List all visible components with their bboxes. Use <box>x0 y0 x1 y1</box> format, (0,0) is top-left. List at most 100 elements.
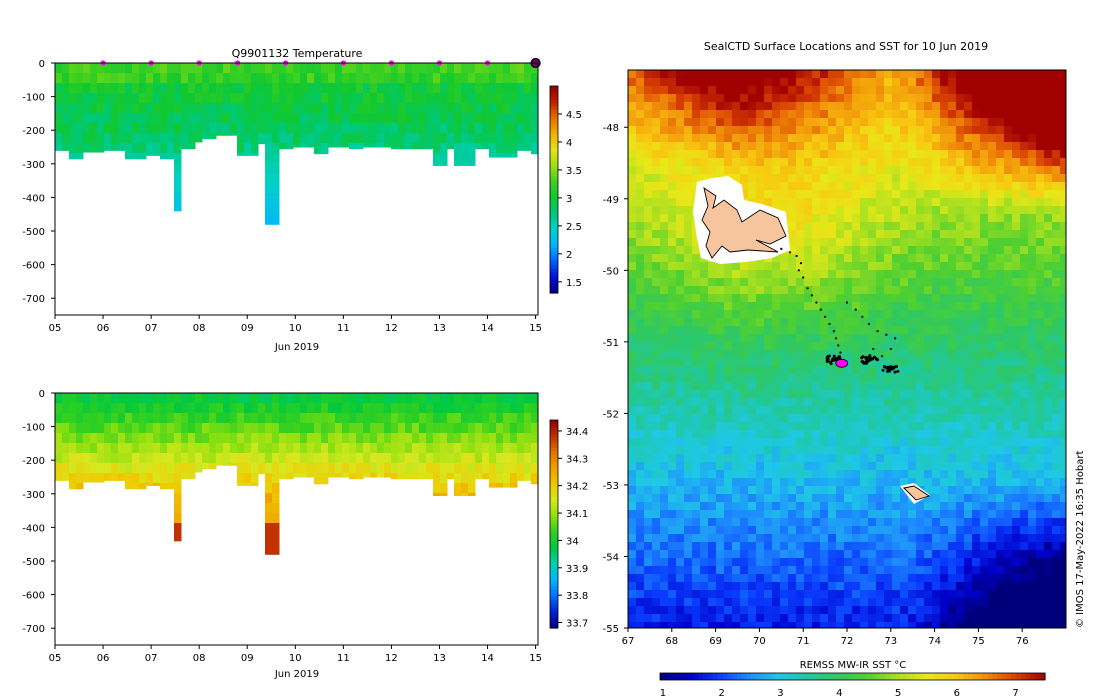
track-point <box>894 337 897 340</box>
track-point <box>834 337 838 340</box>
lon-tick-label: 68 <box>665 636 678 647</box>
colorbar-tick-label: 33.7 <box>566 619 588 630</box>
track-point <box>893 370 897 374</box>
map-lat-ticks: -48 -49 -50 -51 -52 -53 -54 -55 <box>603 123 628 635</box>
x-tick-label: 06 <box>97 323 110 334</box>
sst-tick-label: 2 <box>719 688 725 699</box>
lon-tick-label: 75 <box>972 636 985 647</box>
salinity-x-label: Jun 2019 <box>274 669 319 680</box>
temperature-colorbar-ticks: 4.5 4 3.5 3 2.5 2 1.5 <box>558 110 582 289</box>
x-tick-label: 09 <box>241 323 254 334</box>
temperature-colorbar <box>549 85 559 294</box>
y-tick-label: -700 <box>22 294 45 305</box>
temperature-chart: Q9901132 Temperature 05 06 07 08 09 10 11 12 13 1… <box>22 47 582 353</box>
lat-tick-label: -51 <box>603 338 619 349</box>
lat-tick-label: -55 <box>603 624 619 635</box>
x-tick-label: 07 <box>145 323 158 334</box>
y-tick-label: -300 <box>22 160 45 171</box>
colorbar-tick-label: 33.8 <box>566 591 588 602</box>
sst-tick-label: 7 <box>1012 688 1018 699</box>
salinity-x-ticks: 05 06 07 08 09 10 11 12 13 14 15 <box>49 645 542 664</box>
track-point <box>867 322 871 326</box>
track-point <box>788 251 792 254</box>
sst-colorbar-ticks: 1 2 3 4 5 6 7 <box>660 688 1019 699</box>
y-tick-label: -300 <box>22 490 45 501</box>
x-tick-label: 15 <box>529 653 542 664</box>
x-tick-label: 14 <box>481 323 494 334</box>
latest-seal-position <box>835 358 849 368</box>
y-tick-label: -400 <box>22 193 45 204</box>
lon-tick-label: 74 <box>928 636 941 647</box>
x-tick-label: 13 <box>433 323 446 334</box>
track-point <box>806 287 809 290</box>
track-point <box>826 355 830 359</box>
lat-tick-label: -54 <box>603 552 619 563</box>
track-point <box>894 365 898 369</box>
sst-field <box>628 70 1067 629</box>
lon-tick-label: 76 <box>1016 636 1029 647</box>
temperature-axes <box>54 62 539 316</box>
colorbar-tick-label: 34.1 <box>566 509 588 520</box>
sst-colorbar-label: REMSS MW-IR SST °C <box>800 660 907 671</box>
colorbar-tick-label: 2.5 <box>566 222 582 233</box>
y-tick-label: -600 <box>22 261 45 272</box>
track-point <box>868 358 872 362</box>
sst-colorbar <box>659 672 1046 681</box>
x-tick-label: 09 <box>241 653 254 664</box>
imos-credit: © IMOS 17-May-2022 16:35 Hobart <box>1075 451 1086 628</box>
sst-tick-label: 5 <box>895 688 901 699</box>
y-tick-label: -100 <box>22 93 45 104</box>
x-tick-label: 08 <box>193 323 206 334</box>
lon-tick-label: 72 <box>841 636 854 647</box>
x-tick-label: 05 <box>49 323 62 334</box>
x-tick-label: 11 <box>337 323 350 334</box>
x-tick-label: 10 <box>289 653 302 664</box>
colorbar-tick-label: 34.2 <box>566 482 588 493</box>
island-land <box>693 176 931 504</box>
y-tick-label: -400 <box>22 523 45 534</box>
x-tick-label: 12 <box>385 323 398 334</box>
y-tick-label: 0 <box>39 389 45 400</box>
track-point <box>872 347 875 351</box>
colorbar-tick-label: 3 <box>566 194 572 205</box>
track-point <box>854 308 857 311</box>
track-point <box>896 369 900 373</box>
track-point <box>825 358 829 362</box>
track-point <box>797 269 800 272</box>
track-point <box>780 247 783 250</box>
track-point <box>881 368 885 372</box>
track-point <box>872 355 876 359</box>
track-point <box>845 301 849 304</box>
y-tick-label: -500 <box>22 557 45 568</box>
lon-tick-label: 73 <box>884 636 897 647</box>
x-tick-label: 08 <box>193 653 206 664</box>
track-point <box>815 301 818 304</box>
track-point <box>885 369 889 373</box>
lat-tick-label: -50 <box>603 266 619 277</box>
track-point <box>802 276 805 279</box>
temperature-title: Q9901132 Temperature <box>232 47 363 60</box>
track-point <box>876 330 879 333</box>
track-point <box>884 366 888 370</box>
track-point <box>837 344 840 347</box>
track-point <box>839 351 842 354</box>
track-point <box>868 354 872 358</box>
lat-tick-label: -52 <box>603 409 619 420</box>
colorbar-tick-label: 2 <box>566 250 572 261</box>
y-tick-label: -100 <box>22 423 45 434</box>
map-lon-ticks: 67 68 69 70 71 72 73 74 75 76 <box>622 628 1029 647</box>
x-tick-label: 06 <box>97 653 110 664</box>
track-point <box>861 355 865 359</box>
seal-track <box>780 247 900 374</box>
sst-tick-label: 4 <box>836 688 842 699</box>
sst-tick-label: 1 <box>660 688 666 699</box>
track-point <box>831 359 835 363</box>
salinity-axes <box>54 392 539 646</box>
map-title: SealCTD Surface Locations and SST for 10… <box>704 40 988 53</box>
lat-tick-label: -53 <box>603 481 619 492</box>
heard-island <box>903 485 931 501</box>
colorbar-tick-label: 33.9 <box>566 564 588 575</box>
track-point <box>819 308 822 311</box>
lat-tick-label: -49 <box>603 195 619 206</box>
